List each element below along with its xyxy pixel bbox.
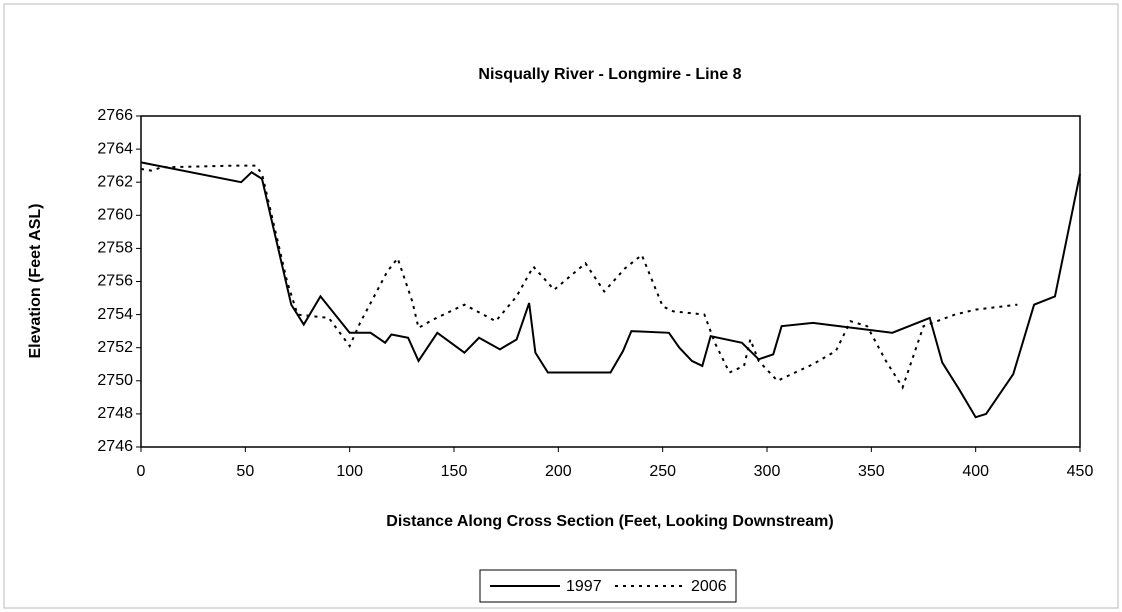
legend-label: 2006 — [691, 578, 727, 595]
y-tick-label: 2766 — [97, 107, 133, 124]
series-line — [140, 164, 1018, 390]
y-tick-label: 2764 — [97, 140, 133, 157]
x-tick-label: 450 — [1067, 463, 1094, 480]
y-tick-label: 2748 — [97, 405, 133, 422]
x-tick-label: 50 — [236, 463, 254, 480]
y-tick-label: 2758 — [97, 240, 133, 257]
y-axis-label: Elevation (Feet ASL) — [27, 204, 44, 359]
y-tick-label: 2746 — [97, 438, 133, 455]
x-tick-label: 300 — [754, 463, 781, 480]
x-tick-label: 150 — [441, 463, 468, 480]
y-tick-label: 2754 — [97, 306, 133, 323]
x-tick-label: 200 — [545, 463, 572, 480]
chart-frame — [3, 3, 1119, 609]
y-tick-label: 2750 — [97, 372, 133, 389]
x-tick-label: 100 — [336, 463, 363, 480]
x-axis-label: Distance Along Cross Section (Feet, Look… — [386, 513, 833, 530]
x-tick-label: 0 — [137, 463, 146, 480]
x-tick-label: 400 — [962, 463, 989, 480]
y-tick-label: 2756 — [97, 273, 133, 290]
x-tick-label: 250 — [649, 463, 676, 480]
legend-label: 1997 — [566, 578, 602, 595]
y-tick-label: 2760 — [97, 207, 133, 224]
x-tick-label: 350 — [858, 463, 885, 480]
y-tick-label: 2762 — [97, 173, 133, 190]
chart-title: Nisqually River - Longmire - Line 8 — [478, 66, 741, 83]
y-tick-label: 2752 — [97, 339, 133, 356]
